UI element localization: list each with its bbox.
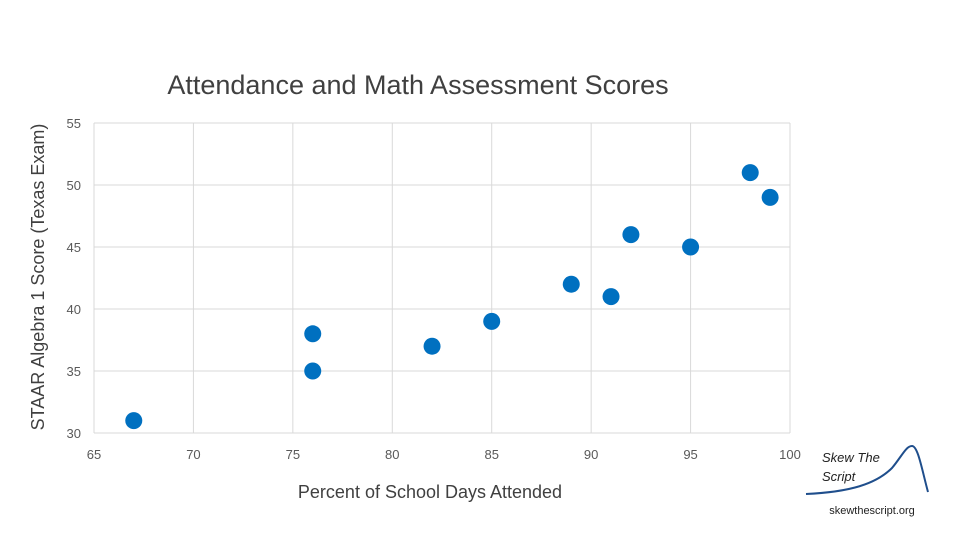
y-tick-label: 30: [67, 426, 81, 441]
y-tick-label: 50: [67, 178, 81, 193]
y-tick-label: 35: [67, 364, 81, 379]
data-point: [562, 275, 580, 293]
data-points: [125, 164, 779, 430]
x-tick-label: 65: [87, 447, 101, 462]
data-point: [741, 164, 759, 182]
logo-text-line1: Skew The: [822, 450, 880, 465]
gridlines: [93, 122, 791, 434]
chart-title: Attendance and Math Assessment Scores: [167, 70, 668, 100]
x-tick-label: 70: [186, 447, 200, 462]
skew-curve-icon: [805, 444, 929, 495]
data-point: [682, 238, 700, 256]
y-tick-label: 40: [67, 302, 81, 317]
data-point: [304, 362, 322, 380]
x-tick-label: 100: [779, 447, 801, 462]
skew-the-script-logo: Skew The Script: [805, 444, 929, 495]
x-axis-label: Percent of School Days Attended: [298, 482, 562, 502]
y-axis-label: STAAR Algebra 1 Score (Texas Exam): [28, 124, 48, 431]
data-point: [622, 226, 640, 244]
y-tick-label: 45: [67, 240, 81, 255]
x-tick-label: 90: [584, 447, 598, 462]
data-point: [304, 325, 322, 343]
data-point: [423, 337, 441, 355]
tick-labels: 30 35 40 45 50 55 65 70 75 80 85 90 95 100: [67, 116, 801, 462]
x-tick-label: 95: [683, 447, 697, 462]
y-tick-label: 55: [67, 116, 81, 131]
x-tick-label: 75: [286, 447, 300, 462]
logo-text-line2: Script: [822, 469, 857, 484]
data-point: [125, 412, 143, 430]
website-url: skewthescript.org: [829, 505, 915, 517]
x-tick-label: 80: [385, 447, 399, 462]
x-tick-label: 85: [484, 447, 498, 462]
data-point: [761, 188, 779, 206]
data-point: [602, 288, 620, 306]
data-point: [483, 312, 501, 330]
